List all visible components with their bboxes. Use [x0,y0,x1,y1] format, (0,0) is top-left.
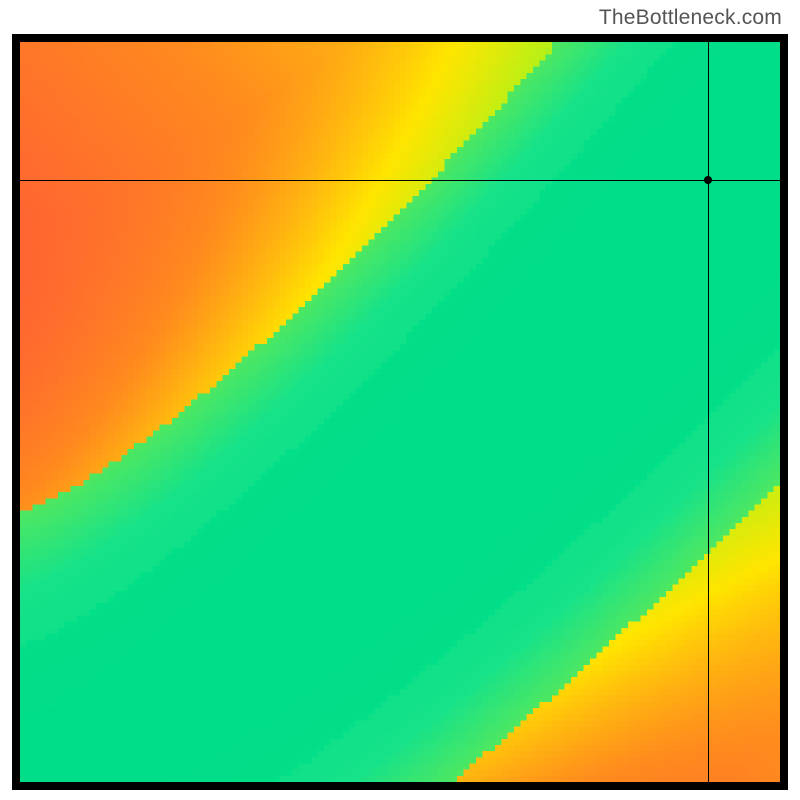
heatmap-canvas [20,42,780,782]
chart-container: TheBottleneck.com [0,0,800,800]
crosshair-horizontal [20,180,780,181]
plot-border [12,34,788,790]
heatmap-area [20,42,780,782]
crosshair-vertical [708,42,709,782]
watermark-text: TheBottleneck.com [599,6,782,30]
